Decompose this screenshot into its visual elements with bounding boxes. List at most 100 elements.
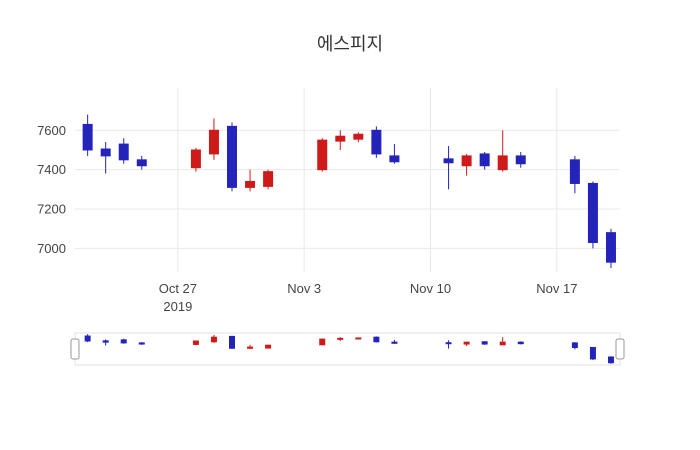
candle-body [317, 139, 328, 171]
candle-body [571, 342, 578, 348]
candle-body [389, 155, 400, 163]
candle[interactable] [192, 340, 199, 346]
candle[interactable] [120, 338, 127, 344]
candle-body [227, 125, 238, 188]
candle[interactable] [355, 337, 362, 340]
x-tick-sublabel: 2019 [163, 299, 192, 314]
candle[interactable] [373, 336, 380, 343]
candle-body [102, 340, 109, 343]
candle[interactable] [82, 114, 93, 156]
candle-body [463, 341, 470, 345]
candle[interactable] [245, 169, 256, 192]
rangeslider[interactable] [70, 332, 625, 366]
candle[interactable] [607, 356, 614, 364]
candle-body [461, 155, 472, 167]
candle-body [371, 129, 382, 155]
candle-body [263, 171, 274, 187]
candle-body [210, 336, 217, 343]
candle-body [208, 129, 219, 155]
candle-body [265, 344, 272, 349]
candle[interactable] [229, 335, 236, 349]
candle-body [319, 338, 326, 346]
candle-body [190, 149, 201, 169]
candle-body [391, 341, 398, 344]
candle[interactable] [587, 181, 598, 249]
candle[interactable] [210, 334, 217, 343]
candle-body [247, 346, 254, 349]
candle[interactable] [208, 118, 219, 160]
candle[interactable] [136, 155, 147, 170]
candle-body [82, 123, 93, 151]
candle-body [445, 342, 452, 345]
x-axis: Oct 27 2019 Nov 3 Nov 10 Nov 17 [159, 281, 578, 314]
candle[interactable] [335, 130, 346, 150]
candle[interactable] [463, 341, 470, 346]
candle-body [515, 155, 526, 165]
candle[interactable] [605, 228, 616, 269]
candle[interactable] [100, 142, 111, 174]
candle-body [353, 133, 364, 140]
candle[interactable] [479, 151, 490, 170]
candle-body [517, 341, 524, 345]
rangeslider-handle-left[interactable] [70, 338, 80, 360]
x-tick-label: Nov 17 [536, 281, 577, 296]
candle-body [589, 346, 596, 360]
candle-body [587, 182, 598, 243]
candle-body [499, 341, 506, 346]
candle-body [100, 148, 111, 157]
candle[interactable] [247, 344, 254, 349]
candle[interactable] [190, 148, 201, 172]
x-tick-label: Oct 27 [159, 281, 197, 296]
candle[interactable] [569, 155, 580, 194]
candle[interactable] [589, 346, 596, 361]
candle[interactable] [102, 339, 109, 346]
candle[interactable] [461, 153, 472, 176]
candle-body [479, 153, 490, 167]
candle[interactable] [317, 138, 328, 172]
candle[interactable] [353, 132, 364, 143]
candle[interactable] [227, 122, 238, 192]
candle[interactable] [84, 334, 91, 343]
candle[interactable] [571, 342, 578, 350]
candle-body [481, 341, 488, 345]
candle[interactable] [118, 138, 129, 164]
candle-body [569, 159, 580, 184]
candle-body [337, 337, 344, 340]
candle[interactable] [391, 339, 398, 344]
candle[interactable] [497, 130, 508, 172]
candle-body [355, 337, 362, 340]
chart-title: 에스피지 [316, 34, 384, 54]
candle[interactable] [499, 337, 506, 346]
rangeslider-frame [74, 332, 621, 366]
candle[interactable] [515, 151, 526, 168]
candle-body [118, 143, 129, 161]
y-tick-label: 7600 [37, 123, 66, 138]
y-tick-label: 7200 [37, 202, 66, 217]
candle[interactable] [443, 146, 454, 190]
candle[interactable] [389, 144, 400, 164]
candle[interactable] [337, 337, 344, 341]
candle[interactable] [371, 126, 382, 158]
candle-body [120, 339, 127, 344]
candle-body [192, 340, 199, 345]
candle[interactable] [445, 340, 452, 349]
candle[interactable] [265, 344, 272, 349]
candle-body [136, 159, 147, 167]
candle-body [607, 356, 614, 364]
y-tick-label: 7000 [37, 241, 66, 256]
candle-body [605, 232, 616, 263]
candle-body [229, 335, 236, 349]
rangeslider-handle-right[interactable] [615, 338, 625, 360]
x-tick-label: Nov 3 [287, 281, 321, 296]
candle[interactable] [517, 341, 524, 345]
candle[interactable] [319, 338, 326, 346]
candles[interactable] [82, 114, 616, 269]
x-tick-label: Nov 10 [410, 281, 451, 296]
candle[interactable] [263, 169, 274, 190]
y-axis: 7000 7200 7400 7600 [37, 123, 66, 256]
candle[interactable] [481, 341, 488, 345]
candle-body [84, 335, 91, 342]
candle[interactable] [138, 342, 145, 345]
